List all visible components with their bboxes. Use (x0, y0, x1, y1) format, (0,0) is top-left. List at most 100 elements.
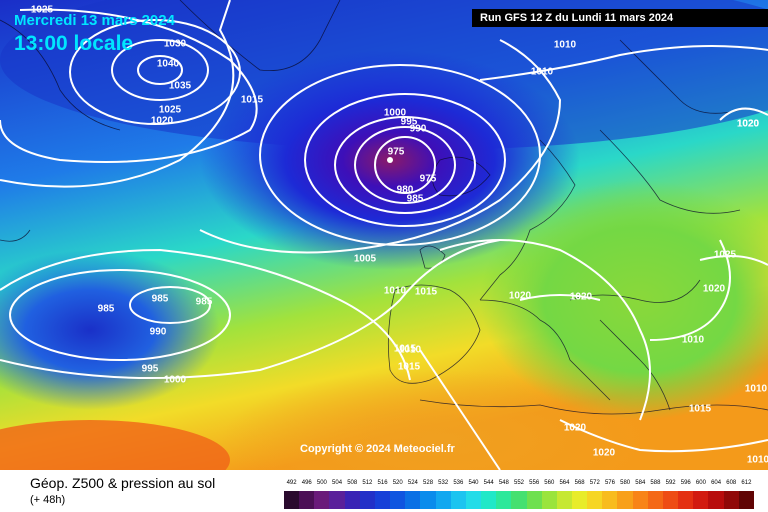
legend-swatch (617, 491, 633, 509)
high-pressure-dots (387, 157, 393, 163)
legend-label: 524 (407, 480, 418, 486)
legend-label: 556 (529, 480, 540, 486)
legend-label: 496 (301, 480, 312, 486)
copyright-notice: Copyright © 2024 Meteociel.fr (300, 443, 455, 455)
pressure-label: 1020 (563, 422, 587, 434)
pressure-label: 1010 (383, 285, 407, 297)
legend-label: 588 (650, 480, 661, 486)
map-title: Géop. Z500 & pression au sol (30, 475, 216, 491)
pressure-label: 1005 (353, 253, 377, 265)
legend-label: 548 (498, 480, 509, 486)
footer: Géop. Z500 & pression au sol (+ 48h) 492… (0, 470, 768, 512)
red-southwest-field (0, 420, 230, 470)
legend-swatch (481, 491, 497, 509)
forecast-time: 13:00 locale (14, 32, 134, 55)
legend-swatch (571, 491, 588, 509)
pressure-label: 1020 (736, 118, 760, 130)
pressure-label: 975 (387, 146, 405, 158)
legend-swatch (359, 491, 375, 509)
legend-label: 572 (589, 480, 600, 486)
pressure-label: 1015 (397, 361, 421, 373)
legend-label: 592 (665, 480, 676, 486)
legend-swatch (374, 491, 391, 509)
pressure-label: 985 (151, 293, 169, 305)
pressure-label: 990 (409, 123, 427, 135)
legend-swatch (405, 491, 421, 509)
pressure-label: 1000 (383, 107, 407, 119)
pressure-label: 1015 (240, 94, 264, 106)
pressure-label: 1020 (736, 118, 760, 130)
legend-swatch (738, 491, 754, 509)
pressure-label: 1010 (744, 383, 768, 395)
legend-label: 580 (620, 480, 631, 486)
legend-label: 608 (726, 480, 737, 486)
pressure-label: 1015 (414, 286, 438, 298)
legend-label: 528 (423, 480, 434, 486)
pressure-label: 995 (141, 363, 159, 375)
legend-label: 504 (332, 480, 343, 486)
legend-swatch (693, 491, 709, 509)
pressure-label: 1035 (168, 80, 192, 92)
pressure-label: 985 (195, 296, 213, 308)
legend-swatch (662, 491, 679, 509)
legend-swatch (602, 491, 618, 509)
pressure-label: 1040 (156, 58, 180, 70)
legend-label: 544 (483, 480, 494, 486)
pressure-label: 1010 (681, 334, 705, 346)
pressure-label: 1030 (163, 38, 187, 50)
legend-label: 604 (711, 480, 722, 486)
pressure-label: 1020 (508, 290, 532, 302)
legend-label: 560 (544, 480, 555, 486)
legend-swatch (511, 491, 527, 509)
legend-swatch (314, 491, 330, 509)
legend-label: 564 (559, 480, 570, 486)
legend-label: 576 (604, 480, 615, 486)
forecast-date: Mercredi 13 mars 2024 (14, 12, 175, 29)
pressure-label: 995 (400, 116, 418, 128)
orange-iberia-field (220, 370, 660, 470)
legend-swatch (496, 491, 512, 509)
pressure-label: 1025 (158, 104, 182, 116)
pressure-label: 1015 (393, 343, 417, 355)
legend-swatch (329, 491, 345, 509)
forecast-lead-time: (+ 48h) (30, 494, 66, 506)
pressure-label: 1010 (553, 39, 577, 51)
legend-bar (284, 491, 754, 509)
legend-label: 540 (468, 480, 479, 486)
legend-swatch (708, 491, 724, 509)
legend-label: 500 (316, 480, 327, 486)
pressure-label: 1020 (702, 283, 726, 295)
legend-labels: 492 496 500 504 508 512 516 520 524 528 532 536 540 5… (284, 480, 754, 490)
legend-swatch (723, 491, 739, 509)
legend-label: 532 (438, 480, 449, 486)
weather-map: 1025 1030 1040 1035 1025 1020 1015 1020 1010 1010… (0, 0, 768, 470)
legend-label: 584 (635, 480, 646, 486)
legend-swatch (344, 491, 360, 509)
pressure-label: 985 (406, 193, 424, 205)
pressure-label: 1010 (746, 454, 768, 466)
pressure-label: 1025 (713, 249, 737, 261)
legend-swatch (420, 491, 436, 509)
pressure-label: 1015 (688, 403, 712, 415)
legend-swatch (465, 491, 482, 509)
legend-label: 568 (574, 480, 585, 486)
legend-label: 492 (286, 480, 297, 486)
legend-label: 600 (695, 480, 706, 486)
legend-swatch (526, 491, 542, 509)
legend-label: 536 (453, 480, 464, 486)
pressure-label: 1000 (163, 374, 187, 386)
legend-swatch (678, 491, 694, 509)
legend-swatch (632, 491, 648, 509)
legend-swatch (556, 491, 572, 509)
legend-swatch (390, 491, 406, 509)
legend-label: 612 (741, 480, 752, 486)
coastlines (0, 0, 768, 415)
legend-label: 596 (680, 480, 691, 486)
pressure-label: 1025 (30, 4, 54, 16)
pressure-label: 1010 (530, 66, 554, 78)
legend-swatch (435, 491, 451, 509)
legend-swatch (647, 491, 663, 509)
run-info: Run GFS 12 Z du Lundi 11 mars 2024 (472, 9, 768, 27)
legend-swatch (284, 491, 300, 509)
pressure-label: 975 (419, 173, 437, 185)
